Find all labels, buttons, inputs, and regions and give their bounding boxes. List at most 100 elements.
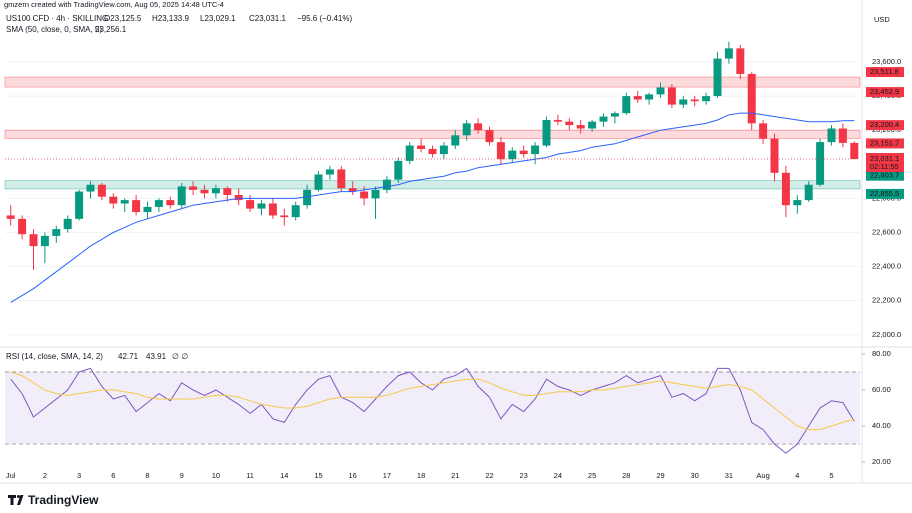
candle-body <box>166 200 175 206</box>
candle-body <box>542 119 551 146</box>
candle-body <box>553 119 562 122</box>
candle-body <box>747 73 756 124</box>
x-tick-label: 28 <box>622 471 630 480</box>
y-tick-label: 40.00 <box>872 421 891 430</box>
x-tick-label: 25 <box>588 471 596 480</box>
candle-body <box>211 188 220 194</box>
brand-name: TradingView <box>28 493 99 507</box>
candle-body <box>462 123 471 136</box>
x-tick-label: 21 <box>451 471 459 480</box>
candle-body <box>451 135 460 146</box>
candle-body <box>781 172 790 206</box>
sma-name: SMA (50, close, 0, SMA, 5) <box>6 25 102 34</box>
candle-body <box>827 128 836 143</box>
last-price-label: 23,031.1 <box>870 154 899 163</box>
candle-body <box>519 150 528 155</box>
candle-body <box>86 184 95 192</box>
zone-price-box <box>866 120 904 131</box>
ohlc-value: −95.6 (−0.41%) <box>297 14 352 23</box>
x-tick-label: 23 <box>520 471 528 480</box>
candle-body <box>599 116 608 122</box>
candle-body <box>223 188 232 195</box>
candle-body <box>371 189 380 199</box>
candle-body <box>257 203 266 209</box>
x-tick-label: 31 <box>725 471 733 480</box>
brand-logo-dot <box>17 495 20 498</box>
brand: TradingView <box>8 493 99 507</box>
candle-body <box>702 96 711 102</box>
candle-body <box>234 194 243 201</box>
candle-body <box>394 160 403 180</box>
candle-body <box>804 184 813 201</box>
x-tick-label: 18 <box>417 471 425 480</box>
candle-body <box>382 179 391 190</box>
x-tick-label: 14 <box>280 471 288 480</box>
rsi-name: RSI (14, close, SMA, 14, 2) <box>6 352 103 361</box>
candle-body <box>337 169 346 189</box>
candle-body <box>474 123 483 131</box>
candle-body <box>132 200 141 213</box>
y-tick-label: 23,600.0 <box>872 57 901 66</box>
x-tick-label: 16 <box>349 471 357 480</box>
zone-price-label: 23,511.8 <box>870 67 899 76</box>
candle-body <box>325 169 334 175</box>
x-tick-label: 9 <box>180 471 184 480</box>
watermark: gmzern created with TradingView.com, Aug… <box>4 0 224 9</box>
currency: USD <box>874 15 890 24</box>
zone-price-box <box>866 138 904 149</box>
x-tick-label: Aug <box>756 471 769 480</box>
candle-body <box>268 203 277 216</box>
candle-body <box>97 184 106 197</box>
candle-body <box>770 138 779 173</box>
zone-price-label: 23,151.7 <box>870 138 899 147</box>
candle-body <box>143 206 152 213</box>
candle-body <box>177 186 186 206</box>
rsi-value: 42.71 <box>118 352 139 361</box>
x-tick-label: 6 <box>111 471 115 480</box>
rsi-value: 43.91 <box>146 352 167 361</box>
x-tick-label: 24 <box>554 471 562 480</box>
x-tick-label: 5 <box>829 471 833 480</box>
candle-body <box>690 99 699 102</box>
candle-body <box>348 188 357 192</box>
zone-price-label: 22,903.7 <box>870 171 899 180</box>
candle-body <box>485 130 494 143</box>
y-tick-label: 22,600.0 <box>872 227 901 236</box>
candle-body <box>667 87 676 105</box>
candle-body <box>18 218 27 235</box>
y-tick-label: 22,400.0 <box>872 262 901 271</box>
zone-price-label: 22,855.5 <box>870 189 899 198</box>
zone <box>4 180 861 190</box>
ohlc-value: L23,029.1 <box>200 14 236 23</box>
candle-body <box>656 87 665 95</box>
candle-body <box>360 191 369 199</box>
countdown: 02:11:55 <box>870 162 899 171</box>
candle-body <box>109 196 118 204</box>
candle-body <box>633 96 642 100</box>
ohlc-value: C23,031.1 <box>249 14 286 23</box>
zone <box>4 76 861 88</box>
sma-line <box>10 112 855 303</box>
zone-price-box <box>866 170 904 181</box>
y-tick-label: 60.00 <box>872 385 891 394</box>
x-tick-label: 17 <box>383 471 391 480</box>
brand-logo <box>8 495 24 505</box>
candle-body <box>610 113 619 117</box>
candle-body <box>531 145 540 155</box>
candle-body <box>679 99 688 105</box>
candle-body <box>850 142 859 159</box>
candle-body <box>314 174 323 190</box>
rsi-line <box>10 367 855 454</box>
candle-body <box>439 145 448 155</box>
y-tick-label: 20.00 <box>872 457 891 466</box>
candle-body <box>246 200 255 209</box>
candle-body <box>303 189 312 206</box>
x-tick-label: 29 <box>656 471 664 480</box>
candle-body <box>713 58 722 97</box>
candle-body <box>428 148 437 155</box>
candle-body <box>565 121 574 126</box>
zone-price-label: 23,452.9 <box>870 87 899 96</box>
candle-body <box>793 200 802 206</box>
candle-body <box>280 215 289 218</box>
